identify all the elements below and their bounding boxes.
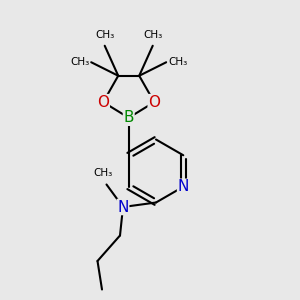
Text: O: O: [148, 95, 160, 110]
Text: CH₃: CH₃: [70, 57, 89, 67]
Text: B: B: [124, 110, 134, 125]
Text: CH₃: CH₃: [94, 168, 113, 178]
Text: CH₃: CH₃: [143, 30, 162, 40]
Text: N: N: [178, 179, 189, 194]
Text: O: O: [97, 95, 109, 110]
Text: N: N: [117, 200, 129, 214]
Text: CH₃: CH₃: [95, 30, 114, 40]
Text: CH₃: CH₃: [168, 57, 187, 67]
